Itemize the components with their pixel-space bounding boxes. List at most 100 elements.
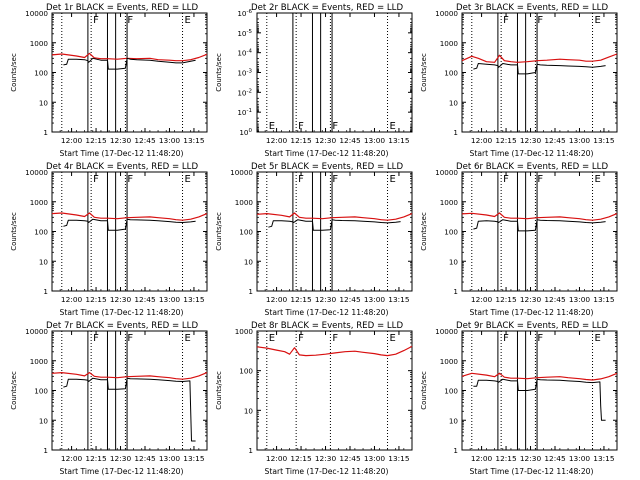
marker-label: E bbox=[390, 174, 396, 185]
x-tick-label: 13:15 bbox=[388, 136, 410, 145]
panel-title: Det 9r BLACK = Events, RED = LLD bbox=[456, 321, 608, 331]
marker-label: F bbox=[332, 174, 338, 185]
x-tick-label: 12:00 bbox=[266, 295, 288, 304]
y-tick-label: 10 bbox=[449, 98, 459, 107]
y-tick-label: 10 bbox=[39, 98, 49, 107]
y-tick-label: 1 bbox=[248, 446, 253, 455]
x-tick-label: 13:15 bbox=[593, 295, 615, 304]
y-tick-label: 1000 bbox=[30, 198, 49, 207]
x-tick-label: 12:00 bbox=[266, 136, 288, 145]
y-tick-label: 1000 bbox=[440, 357, 459, 366]
y-tick-label: 100 bbox=[444, 228, 458, 237]
x-tick-label: 12:45 bbox=[544, 295, 566, 304]
panel-title: Det 3r BLACK = Events, RED = LLD bbox=[456, 3, 608, 13]
x-axis-label: Start Time (17-Dec-12 11:48:20) bbox=[470, 308, 594, 317]
series-events-line bbox=[268, 219, 401, 231]
y-tick-label: 10000 bbox=[435, 168, 458, 177]
x-tick-label: 12:00 bbox=[471, 136, 493, 145]
plot-frame bbox=[51, 330, 208, 451]
x-tick-label: 12:15 bbox=[495, 454, 517, 463]
y-tick-label: 10 bbox=[244, 257, 254, 266]
marker-label: F bbox=[537, 333, 543, 344]
plot-frame bbox=[51, 12, 208, 133]
marker-label: F bbox=[537, 174, 543, 185]
x-tick-label: 12:45 bbox=[134, 136, 156, 145]
plot-frame bbox=[256, 330, 413, 451]
y-axis-label: Counts/sec bbox=[420, 212, 428, 251]
x-tick-label: 12:30 bbox=[110, 136, 132, 145]
y-tick-label: 1 bbox=[453, 287, 458, 296]
x-tick-label: 13:15 bbox=[183, 136, 205, 145]
marker-label: F bbox=[503, 174, 509, 185]
marker-label: F bbox=[93, 174, 99, 185]
marker-label: F bbox=[298, 174, 304, 185]
panel-title: Det 2r BLACK = Events, RED = LLD bbox=[251, 3, 403, 13]
marker-label: E bbox=[185, 174, 191, 185]
marker-label: E bbox=[595, 333, 601, 344]
y-tick-label: 10-5 bbox=[237, 29, 252, 38]
x-tick-label: 12:45 bbox=[134, 295, 156, 304]
panel-title: Det 5r BLACK = Events, RED = LLD bbox=[251, 162, 403, 172]
y-tick-label: 1 bbox=[43, 128, 48, 137]
series-lld-line bbox=[461, 53, 618, 63]
y-tick-label: 1 bbox=[453, 446, 458, 455]
y-axis-label: Counts/sec bbox=[420, 371, 428, 410]
x-tick-label: 12:30 bbox=[315, 454, 337, 463]
x-tick-label: 12:30 bbox=[315, 295, 337, 304]
marker-label: F bbox=[93, 15, 99, 26]
panel-title: Det 6r BLACK = Events, RED = LLD bbox=[456, 162, 608, 172]
marker-label: F bbox=[503, 333, 509, 344]
panel-8r: Det 8r BLACK = Events, RED = LLD Counts/s… bbox=[215, 321, 413, 476]
y-tick-label: 1 bbox=[248, 287, 253, 296]
panel-title: Det 8r BLACK = Events, RED = LLD bbox=[251, 321, 403, 331]
y-tick-label: 10 bbox=[39, 416, 49, 425]
y-tick-label: 1000 bbox=[30, 357, 49, 366]
x-tick-label: 12:45 bbox=[339, 136, 361, 145]
marker-label: E bbox=[269, 121, 275, 132]
series-events-line bbox=[473, 378, 606, 421]
x-axis-label: Start Time (17-Dec-12 11:48:20) bbox=[60, 467, 184, 476]
y-tick-label: 1000 bbox=[30, 39, 49, 48]
y-tick-label: 10000 bbox=[435, 9, 458, 18]
y-tick-label: 10-2 bbox=[237, 88, 252, 97]
x-tick-label: 13:00 bbox=[159, 295, 181, 304]
x-tick-label: 12:15 bbox=[85, 454, 107, 463]
panel-7r: Det 7r BLACK = Events, RED = LLD Counts/s… bbox=[10, 321, 208, 476]
panel-4r: Det 4r BLACK = Events, RED = LLD Counts/s… bbox=[10, 162, 208, 317]
x-tick-label: 12:45 bbox=[134, 454, 156, 463]
x-tick-label: 13:00 bbox=[159, 136, 181, 145]
marker-label: E bbox=[185, 15, 191, 26]
x-axis-label: Start Time (17-Dec-12 11:48:20) bbox=[470, 467, 594, 476]
marker-label: F bbox=[537, 15, 543, 26]
y-tick-label: 100 bbox=[444, 69, 458, 78]
x-tick-label: 12:00 bbox=[471, 295, 493, 304]
y-axis-label: Counts/sec bbox=[215, 371, 223, 410]
x-tick-label: 13:00 bbox=[569, 295, 591, 304]
y-tick-label: 10 bbox=[244, 406, 254, 415]
marker-label: E bbox=[185, 333, 191, 344]
series-lld-line bbox=[256, 212, 413, 221]
x-tick-label: 12:15 bbox=[85, 295, 107, 304]
series-events-line bbox=[63, 218, 196, 231]
marker-label: E bbox=[390, 333, 396, 344]
series-lld-line bbox=[461, 212, 618, 221]
panel-2r: Det 2r BLACK = Events, RED = LLD Counts/s… bbox=[215, 3, 413, 158]
plot-frame bbox=[461, 171, 618, 292]
marker-label: F bbox=[332, 121, 338, 132]
y-tick-label: 100 bbox=[444, 387, 458, 396]
series-lld-line bbox=[461, 372, 618, 381]
x-tick-label: 12:30 bbox=[315, 136, 337, 145]
y-axis-label: Counts/sec bbox=[10, 371, 18, 410]
y-tick-label: 10 bbox=[449, 416, 459, 425]
y-axis-label: Counts/sec bbox=[215, 53, 223, 92]
x-tick-label: 12:15 bbox=[495, 295, 517, 304]
y-tick-label: 1000 bbox=[235, 327, 254, 336]
x-axis-label: Start Time (17-Dec-12 11:48:20) bbox=[470, 149, 594, 158]
x-tick-label: 12:45 bbox=[339, 454, 361, 463]
plot-frame bbox=[256, 12, 413, 133]
marker-label: F bbox=[127, 174, 133, 185]
x-axis-label: Start Time (17-Dec-12 11:48:20) bbox=[265, 308, 389, 317]
y-tick-label: 1000 bbox=[440, 39, 459, 48]
y-axis-label: Counts/sec bbox=[10, 212, 18, 251]
y-axis-label: Counts/sec bbox=[10, 53, 18, 92]
